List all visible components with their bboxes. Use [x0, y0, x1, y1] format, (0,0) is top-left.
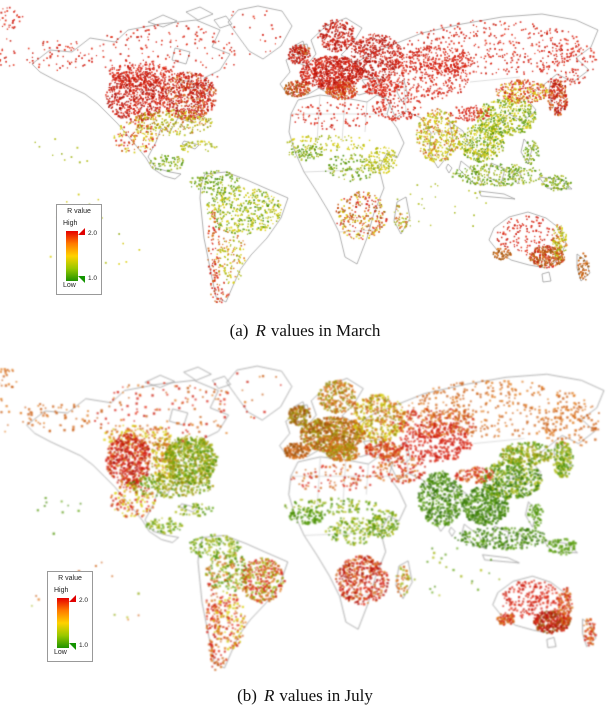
legend-max-value: 2.0: [79, 597, 89, 604]
colorbar-gradient: [66, 231, 78, 281]
legend-min-value: 1.0: [88, 275, 98, 282]
world-map-july: [0, 352, 610, 676]
caption-index: (b): [237, 686, 257, 705]
legend-max-value: 2.0: [88, 230, 98, 237]
map-march-panel: R value High 2.0 1.0 Low: [0, 0, 610, 310]
legend-title: R value: [67, 208, 91, 215]
legend-high-label: High: [63, 220, 78, 227]
colorbar-legend-july: R value High 2.0 1.0 Low: [47, 571, 93, 662]
caption-march: (a) R values in March: [0, 310, 610, 352]
min-marker-icon: [78, 276, 85, 283]
caption-r-symbol: R: [255, 321, 266, 340]
legend-high-label: High: [54, 587, 69, 594]
legend-low-label: Low: [63, 282, 76, 289]
legend-title: R value: [58, 575, 82, 582]
caption-r-symbol: R: [263, 686, 275, 705]
max-marker-icon: [78, 228, 85, 235]
caption-text: values in March: [270, 321, 381, 340]
max-marker-icon: [69, 595, 76, 602]
caption-july: (b) R values in July: [0, 676, 610, 716]
legend-low-label: Low: [54, 649, 67, 656]
colorbar-legend-march: R value High 2.0 1.0 Low: [56, 204, 102, 295]
caption-index: (a): [229, 321, 249, 340]
colorbar-gradient: [57, 598, 69, 648]
legend-min-value: 1.0: [79, 642, 89, 649]
caption-text: values in July: [279, 686, 373, 705]
map-july-panel: R value High 2.0 1.0 Low: [0, 352, 610, 676]
min-marker-icon: [69, 643, 76, 650]
